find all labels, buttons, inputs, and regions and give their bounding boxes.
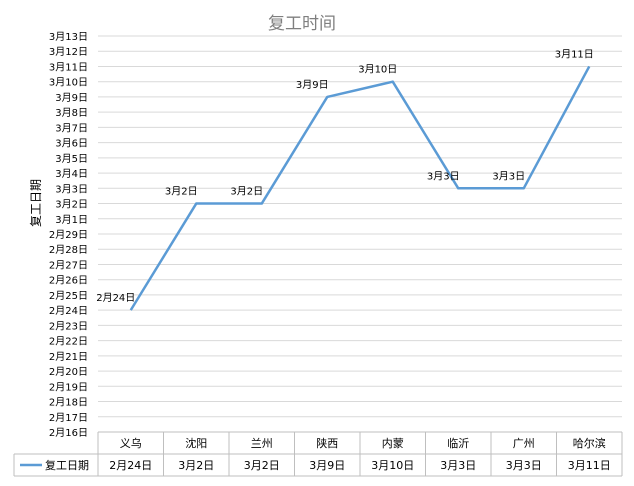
y-tick-label: 2月27日 [49, 259, 88, 271]
y-tick-label: 2月28日 [49, 244, 88, 256]
data-label: 2月24日 [96, 292, 135, 304]
category-label: 哈尔滨 [573, 436, 606, 450]
series-line [129, 65, 591, 311]
y-tick-label: 2月29日 [49, 229, 88, 241]
y-tick-label: 2月23日 [49, 320, 88, 332]
table-value: 3月10日 [371, 459, 414, 472]
legend-label: 复工日期 [45, 458, 89, 472]
y-tick-label: 3月13日 [49, 31, 88, 43]
y-tick-label: 2月16日 [49, 427, 88, 439]
y-tick-label: 3月10日 [49, 77, 88, 89]
y-tick-label: 2月18日 [49, 397, 88, 409]
y-tick-label: 2月21日 [49, 351, 88, 363]
y-tick-label: 3月5日 [55, 153, 88, 165]
y-tick-label: 3月6日 [55, 138, 88, 150]
category-label: 内蒙 [382, 436, 404, 450]
y-tick-label: 3月12日 [49, 46, 88, 58]
y-tick-labels: 2月16日 2月17日 2月18日 2月19日 2月20日 2月21日 2月22日 2月23日… [49, 31, 88, 439]
table-value: 3月2日 [178, 459, 214, 472]
data-label: 3月9日 [296, 79, 329, 91]
y-tick-label: 3月11日 [49, 61, 88, 73]
y-tick-label: 2月25日 [49, 290, 88, 302]
table-value: 3月3日 [440, 459, 476, 472]
data-label: 3月10日 [358, 64, 397, 76]
table-value: 3月11日 [568, 459, 611, 472]
data-label: 3月3日 [427, 170, 460, 182]
y-tick-label: 3月3日 [55, 183, 88, 195]
data-label: 3月3日 [492, 170, 525, 182]
y-tick-label: 2月24日 [49, 305, 88, 317]
chart-title: 复工时间 [268, 14, 336, 34]
category-label: 广州 [513, 437, 535, 450]
y-tick-label: 2月26日 [49, 275, 88, 287]
table-value: 3月3日 [506, 459, 542, 472]
y-tick-label: 2月22日 [49, 336, 88, 348]
category-label: 义乌 [120, 436, 142, 450]
data-table: 义乌 2月24日 沈阳 3月2日 兰州 3月2日 陕西 3月9日 内蒙 3月10日 临沂 3月3日 广州… [13, 431, 623, 477]
series-line-group [129, 65, 591, 311]
y-tick-label: 3月7日 [55, 122, 88, 134]
y-tick-label: 3月4日 [55, 168, 88, 180]
y-tick-label: 2月19日 [49, 381, 88, 393]
category-label: 临沂 [447, 436, 469, 450]
data-label: 3月2日 [230, 186, 263, 198]
category-label: 沈阳 [185, 436, 207, 450]
data-label: 3月2日 [165, 186, 198, 198]
category-label: 陕西 [316, 436, 338, 450]
y-tick-label: 2月17日 [49, 412, 88, 424]
table-value: 2月24日 [109, 459, 152, 472]
table-value: 3月9日 [309, 459, 345, 472]
y-tick-label: 3月2日 [55, 199, 88, 211]
y-tick-label: 3月1日 [55, 214, 88, 226]
category-label: 兰州 [251, 437, 273, 450]
gridlines [98, 35, 622, 433]
data-labels: 2月24日 3月2日 3月2日 3月9日 3月10日 3月3日 3月3日 3月11日 [96, 48, 594, 304]
table-value: 3月2日 [244, 459, 280, 472]
data-label: 3月11日 [555, 48, 594, 60]
y-axis-label: 复工日期 [29, 179, 43, 227]
y-tick-label: 3月9日 [55, 92, 88, 104]
y-tick-label: 2月20日 [49, 366, 88, 378]
y-tick-label: 3月8日 [55, 107, 88, 119]
